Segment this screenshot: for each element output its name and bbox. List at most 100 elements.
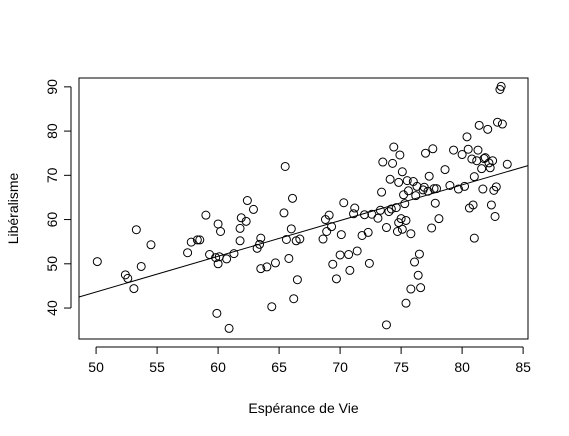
y-tick-label: 80	[44, 123, 60, 139]
data-point	[129, 284, 139, 294]
data-point	[377, 187, 387, 197]
data-point	[318, 234, 328, 244]
y-tick-label: 50	[44, 256, 60, 272]
y-tick-label: 70	[44, 167, 60, 183]
data-point	[406, 284, 416, 294]
data-point	[445, 180, 455, 190]
plot-area-frame	[78, 77, 529, 340]
data-point	[496, 81, 506, 91]
data-point	[492, 117, 502, 127]
data-point	[335, 250, 345, 260]
data-point	[416, 283, 426, 293]
x-tick-label: 75	[393, 359, 409, 375]
data-point	[449, 145, 459, 155]
data-points	[92, 81, 512, 333]
data-point	[386, 204, 396, 214]
data-point	[339, 198, 349, 208]
data-point	[195, 235, 205, 245]
data-point	[224, 323, 234, 333]
x-tick-label: 80	[454, 359, 470, 375]
x-tick-label: 55	[149, 359, 165, 375]
data-point	[469, 172, 479, 182]
x-tick-label: 85	[515, 359, 531, 375]
data-point	[284, 253, 294, 263]
data-point	[235, 236, 245, 246]
data-point	[211, 253, 221, 263]
data-point	[385, 174, 395, 184]
data-point	[357, 230, 367, 240]
data-point	[349, 209, 359, 219]
data-point	[248, 204, 258, 214]
data-point	[403, 186, 413, 196]
data-point	[395, 150, 405, 160]
data-point	[427, 223, 437, 233]
data-point	[216, 227, 226, 237]
data-point	[414, 249, 424, 259]
data-point	[345, 265, 355, 275]
data-point	[288, 193, 298, 203]
data-point	[131, 225, 141, 235]
data-point	[213, 219, 223, 229]
data-point	[413, 270, 423, 280]
data-point	[322, 227, 332, 237]
data-point	[364, 258, 374, 268]
data-point	[384, 207, 394, 217]
data-point	[295, 234, 305, 244]
data-point	[394, 177, 404, 187]
data-point	[462, 132, 472, 142]
x-tick-label: 65	[271, 359, 287, 375]
data-point	[396, 214, 406, 224]
data-point	[378, 157, 388, 167]
data-point	[473, 145, 483, 155]
x-tick-label: 60	[210, 359, 226, 375]
data-point	[401, 298, 411, 308]
data-point	[324, 210, 334, 220]
data-point	[242, 196, 252, 206]
data-point	[430, 198, 440, 208]
data-point	[270, 258, 280, 268]
data-point	[486, 200, 496, 210]
data-point	[212, 308, 222, 318]
data-point	[229, 249, 239, 259]
data-point	[186, 237, 196, 247]
data-point	[331, 274, 341, 284]
data-point	[92, 257, 102, 267]
data-point	[241, 216, 251, 226]
data-point	[421, 148, 431, 158]
data-point	[401, 215, 411, 225]
data-point	[373, 213, 383, 223]
data-point	[388, 158, 398, 168]
data-point	[256, 264, 266, 274]
y-axis-title: Libéralisme	[5, 172, 21, 244]
data-point	[136, 261, 146, 271]
data-point	[453, 184, 463, 194]
data-point	[474, 120, 484, 130]
data-point	[472, 156, 482, 166]
data-point	[469, 233, 479, 243]
data-point	[192, 235, 202, 245]
data-point	[400, 199, 410, 209]
x-axis-title: Espérance de Vie	[248, 400, 358, 416]
data-point	[262, 262, 272, 272]
data-point	[478, 184, 488, 194]
y-tick-label: 90	[44, 79, 60, 95]
data-point	[411, 191, 421, 201]
data-point	[367, 209, 377, 219]
data-point	[256, 233, 266, 243]
data-point	[267, 302, 277, 312]
data-point	[292, 275, 302, 285]
data-point	[410, 257, 420, 267]
data-point	[350, 203, 360, 213]
data-point	[328, 259, 338, 269]
y-tick-label: 60	[44, 212, 60, 228]
data-point	[363, 227, 373, 237]
data-point	[440, 165, 450, 175]
data-point	[406, 229, 416, 239]
data-point	[477, 164, 487, 174]
data-point	[280, 161, 290, 171]
data-point	[434, 214, 444, 224]
data-point	[255, 239, 265, 249]
data-point	[424, 171, 434, 181]
data-point	[479, 154, 489, 164]
data-point	[457, 150, 467, 160]
